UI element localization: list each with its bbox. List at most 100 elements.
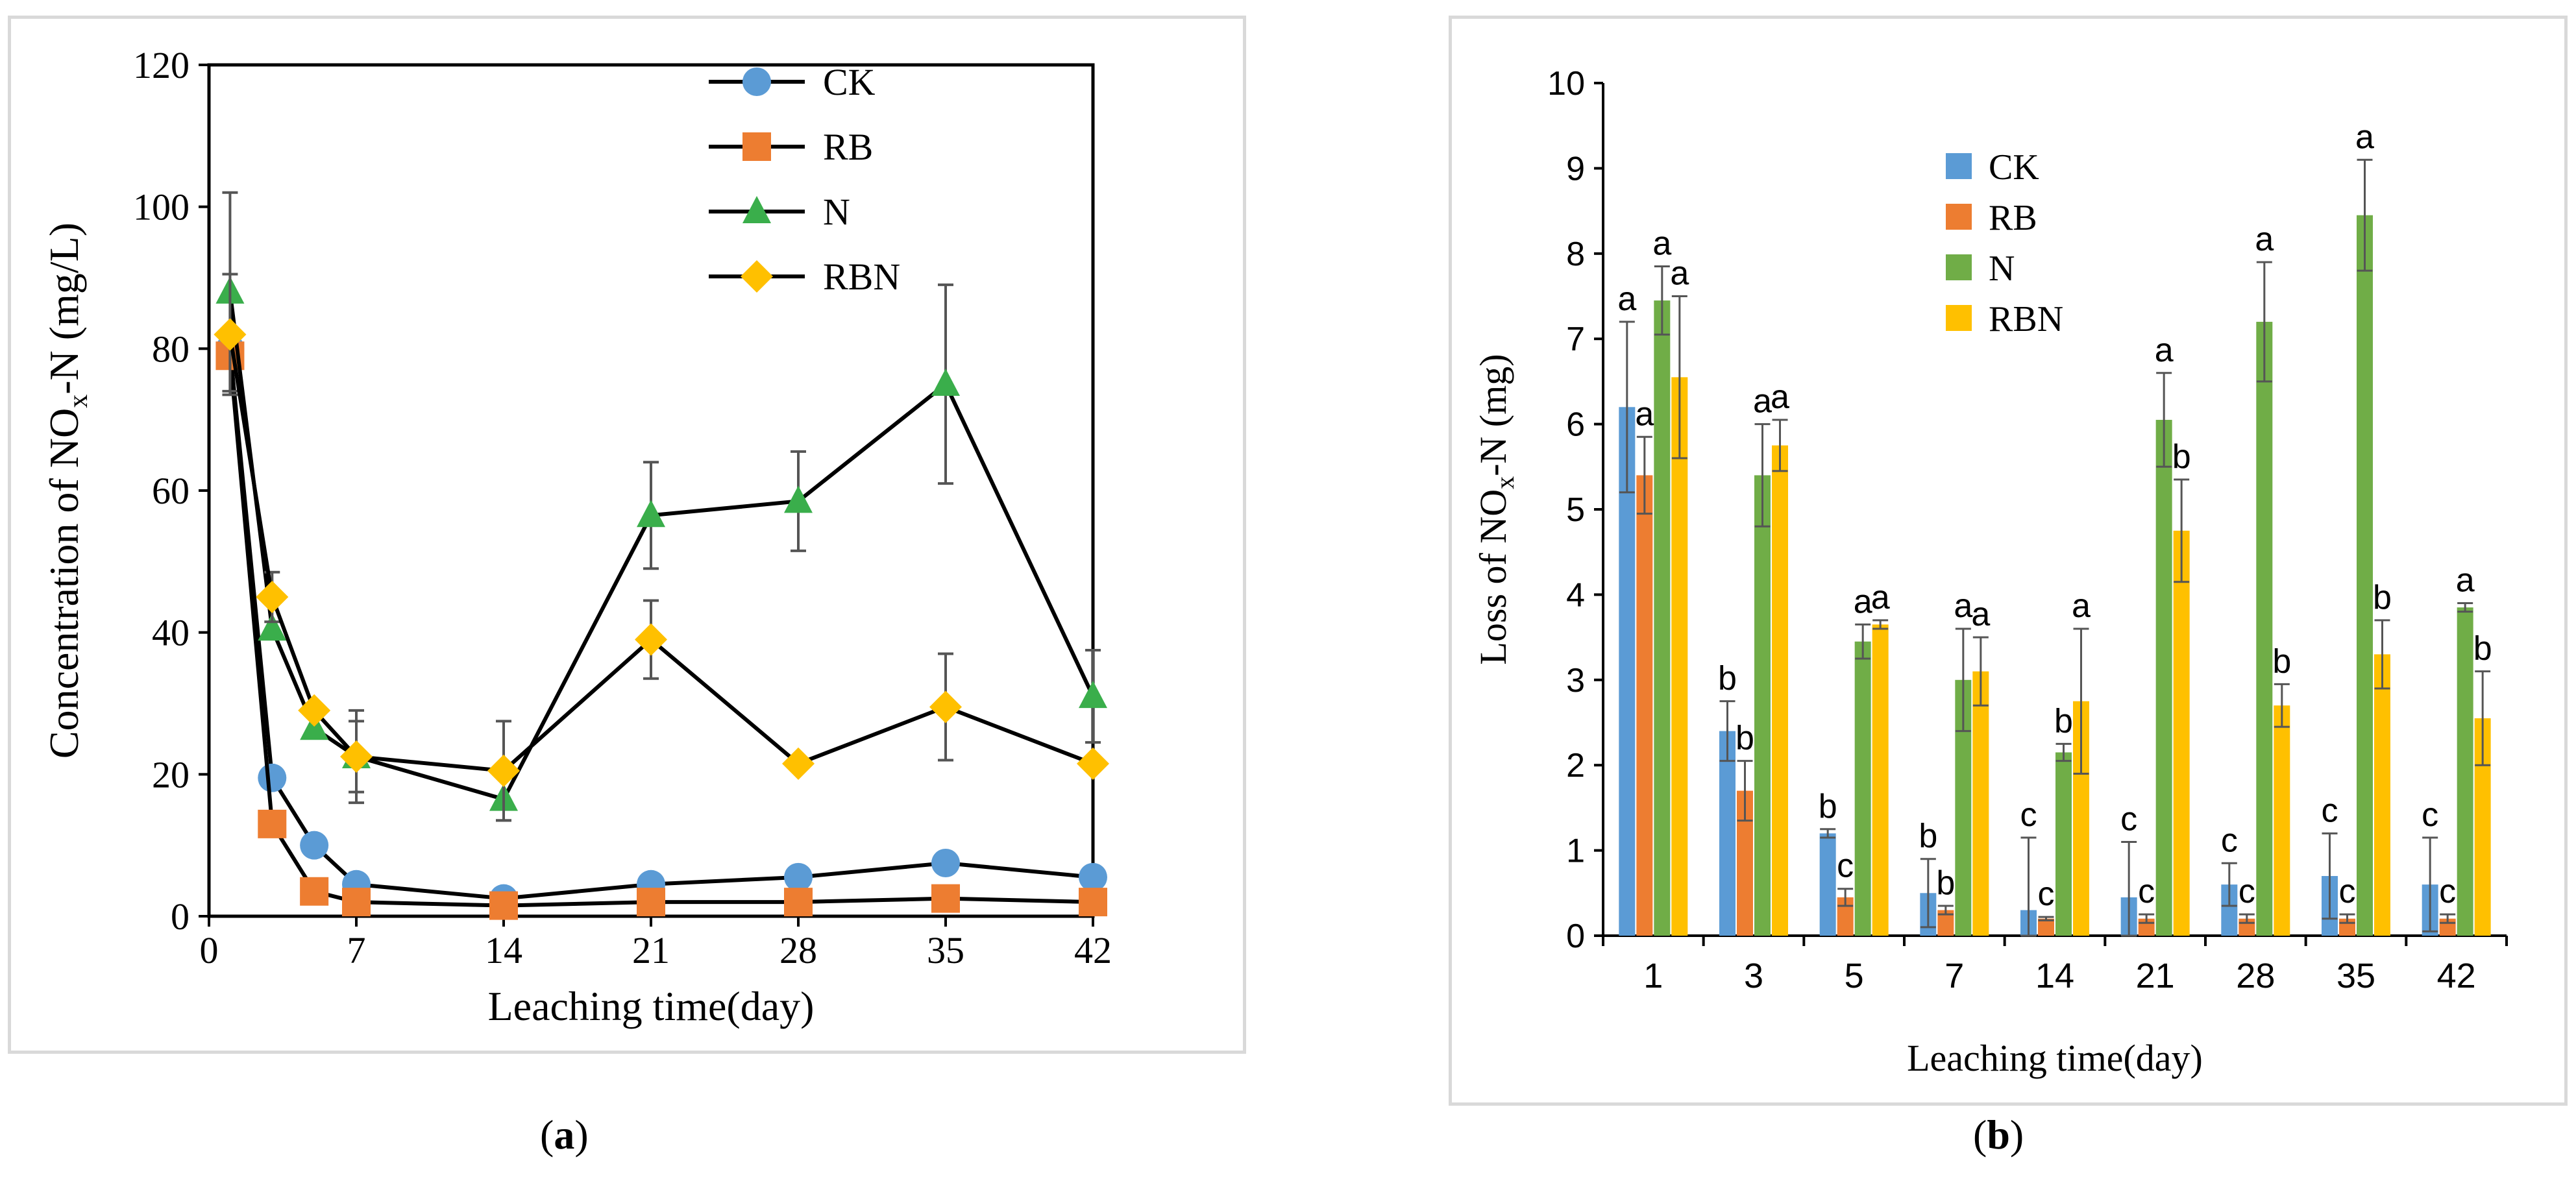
- panel-a-line-n: [228, 291, 1095, 802]
- panel-b-bar-n: [2357, 215, 2373, 936]
- panel-b-bar-rbn: [1972, 671, 1989, 936]
- panel-b-xtick-label: 14: [2035, 956, 2074, 995]
- panel-a-point-rbn: [635, 623, 667, 656]
- panel-b-significance-letter: c: [2339, 873, 2356, 910]
- panel-a-xlabel: Leaching time(day): [488, 983, 815, 1029]
- panel-a-caption: (a): [540, 1112, 589, 1158]
- panel-b-xtick-label: 5: [1845, 956, 1864, 995]
- panel-a-series-ck: [215, 334, 1107, 913]
- panel-b-ytick-label: 6: [1566, 406, 1585, 444]
- panel-a-line-rbn: [228, 334, 1094, 773]
- panel-a-letter: a: [554, 1112, 575, 1158]
- panel-a-point-ck: [258, 763, 287, 792]
- panel-b-significance-letter: a: [1854, 583, 1872, 620]
- panel-b-xlabel: Leaching time(day): [1907, 1037, 2203, 1079]
- panel-a-xtick-label: 21: [632, 929, 670, 971]
- panel-a-line-ck: [228, 348, 1094, 901]
- panel-b-significance-letter: c: [2439, 873, 2456, 910]
- panel-a-xtick-label: 35: [927, 929, 964, 971]
- panel-b-legend-label: CK: [1989, 147, 2039, 188]
- panel-a-point-rbn: [340, 740, 373, 773]
- panel-a-point-rb: [784, 888, 813, 917]
- panel-a-ytick-label: 100: [133, 186, 190, 228]
- panel-b-bar-rbn: [1671, 377, 1688, 936]
- panel-a-point-n: [784, 485, 813, 513]
- panel-b-bar-rbn: [2374, 654, 2390, 936]
- panel-a-series-n: [215, 191, 1107, 822]
- panel-b-bar-n: [1654, 300, 1671, 936]
- panel-a-point-rbn: [1077, 747, 1109, 780]
- panel-b-significance-letter: a: [1871, 579, 1890, 616]
- panel-a-point-rbn: [298, 694, 331, 727]
- panel-b-significance-letter: c: [2138, 873, 2155, 910]
- panel-b-significance-letter: c: [2221, 821, 2238, 859]
- panel-b-significance-letter: c: [2038, 875, 2055, 913]
- panel-b-ytick-label: 0: [1566, 918, 1585, 955]
- panel-a-chart: 0 20 40 60 80 100 120 0 7 14 21 28 35 42 Leaching time…: [41, 44, 1112, 1029]
- panel-b-legend-label: RB: [1989, 198, 2037, 238]
- panel-b-series-rb: abc b c c c c c: [1635, 395, 2456, 936]
- panel-b-bar-n: [2055, 752, 2072, 936]
- panel-a-legend-marker: [742, 132, 771, 161]
- panel-a-point-rbn: [487, 754, 520, 787]
- panel-a-series-rbn: [214, 273, 1109, 822]
- panel-a-xtick-label: 0: [200, 929, 219, 971]
- panel-b-bar-ck: [1819, 833, 1836, 936]
- panel-b-ytick-label: 2: [1566, 747, 1585, 785]
- panel-b-bar-rbn: [1772, 445, 1788, 936]
- panel-b-significance-letter: c: [2020, 796, 2037, 834]
- panel-b-significance-letter: c: [2322, 792, 2338, 829]
- panel-a-xtick-label: 7: [347, 929, 366, 971]
- panel-b-xtick-label: 35: [2337, 956, 2375, 995]
- panel-b-bar-ck: [1619, 407, 1636, 936]
- panel-b-ytick-label: 3: [1566, 662, 1585, 699]
- panel-b-significance-letter: a: [2072, 587, 2091, 625]
- panel-b-letter: b: [1987, 1112, 2010, 1158]
- panel-b-ytick-label: 7: [1566, 321, 1585, 358]
- panel-a-ytick-label: 80: [152, 328, 190, 370]
- panel-a-point-rb: [637, 888, 665, 917]
- panel-b-ytick-label: 8: [1566, 236, 1585, 273]
- panel-a-point-rb: [258, 809, 287, 838]
- panel-b-significance-letter: c: [2120, 800, 2137, 838]
- panel-a-point-rbn: [929, 690, 962, 724]
- panel-b-significance-letter: a: [2456, 562, 2475, 600]
- panel-b-xtick-label: 28: [2236, 956, 2275, 995]
- panel-b-significance-letter: b: [1936, 864, 1955, 902]
- panel-b-significance-letter: a: [1954, 587, 1972, 625]
- panel-a-point-n: [931, 369, 960, 396]
- panel-a-point-ck: [931, 849, 960, 877]
- panel-b-significance-letter: b: [1718, 660, 1737, 698]
- panel-b-xtick-label: 42: [2437, 956, 2476, 995]
- panel-b-ytick-label: 10: [1547, 65, 1585, 103]
- panel-b-bar-rb: [1636, 475, 1653, 936]
- panel-a-point-n: [1079, 681, 1107, 709]
- panel-a-legend-label: N: [823, 191, 850, 233]
- panel-b-ytick-label: 4: [1566, 576, 1585, 614]
- panel-b-significance-letter: c: [2239, 873, 2255, 910]
- panel-a-point-rbn: [214, 318, 247, 351]
- panel-b-significance-letter: b: [2054, 702, 2073, 740]
- panel-b-significance-letter: a: [2355, 118, 2374, 156]
- panel-b-bar-rbn: [1872, 624, 1889, 936]
- panel-b-bar-n: [1854, 641, 1871, 936]
- panel-b-bar-rb: [2038, 918, 2054, 936]
- panel-a-legend-label: RBN: [823, 256, 900, 298]
- panel-a-point-rbn: [256, 581, 289, 613]
- panel-b-ytick-label: 5: [1566, 491, 1585, 529]
- panel-b-significance-letter: b: [2272, 642, 2291, 680]
- panel-a-xtick-label: 28: [779, 929, 817, 971]
- panel-a-point-rbn: [782, 747, 815, 780]
- panel-b-ytick-label: 1: [1566, 833, 1585, 870]
- panel-a-point-rb: [342, 888, 371, 917]
- panel-a-ytick-label: 20: [152, 753, 190, 796]
- panel-a-point-n: [258, 613, 287, 641]
- panel-b-significance-letter: a: [1771, 378, 1789, 416]
- panel-a-series-rb: [215, 341, 1107, 920]
- panel-a-ylabel: Concentration of NOx-N (mg/L): [41, 223, 93, 759]
- panel-b-significance-letter: a: [1635, 395, 1654, 433]
- panel-b-ylabel: Loss of NOx-N (mg): [1472, 354, 1519, 664]
- panel-b-significance-letter: a: [1753, 383, 1772, 420]
